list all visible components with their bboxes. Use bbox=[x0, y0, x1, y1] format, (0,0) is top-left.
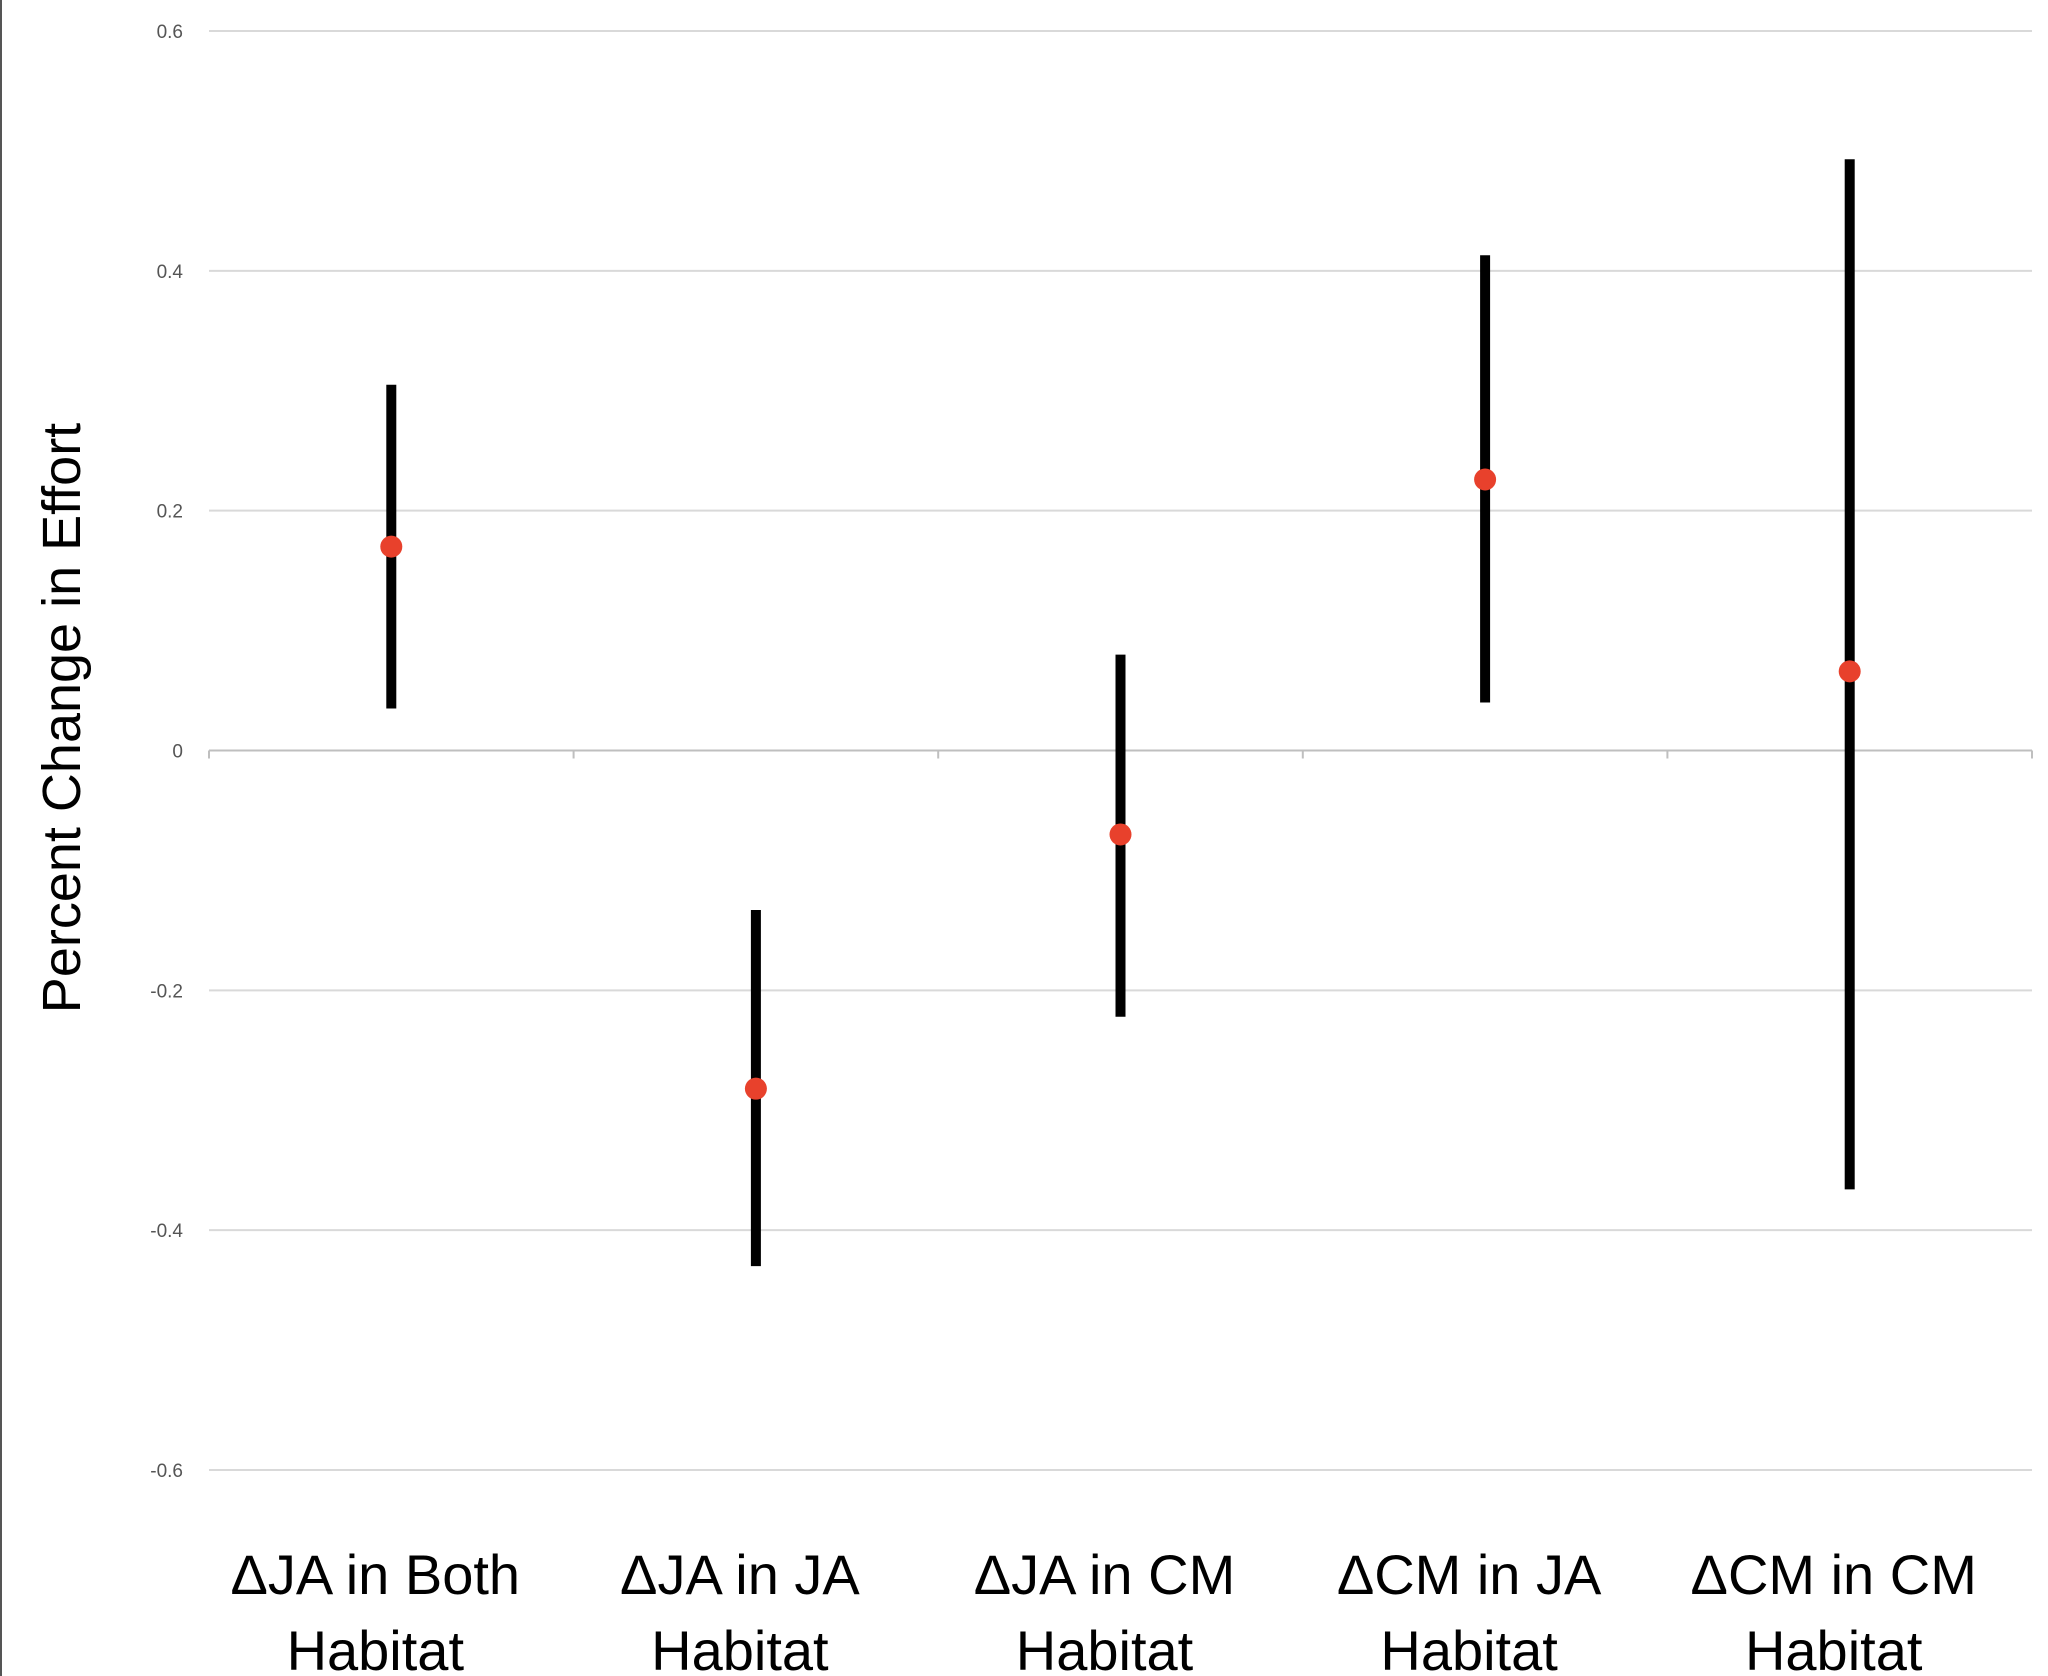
data-point bbox=[1474, 468, 1497, 491]
y-axis-title: Percent Change in Effort bbox=[32, 423, 92, 1013]
y-tick-label: 0 bbox=[172, 742, 183, 763]
x-tick-label: ΔJA in CM bbox=[974, 1543, 1235, 1606]
y-tick-label: -0.4 bbox=[150, 1221, 183, 1242]
x-tick-label: Habitat bbox=[287, 1619, 465, 1676]
y-tick-labels: 0.6 0.4 0.2 0 -0.2 -0.4 -0.6 bbox=[150, 22, 183, 1482]
data-point bbox=[380, 535, 403, 558]
x-tick-label: Habitat bbox=[1380, 1619, 1558, 1676]
x-tick-label: ΔJA in JA bbox=[620, 1543, 860, 1606]
x-axis bbox=[208, 750, 2033, 759]
y-tick-label: 0.6 bbox=[157, 22, 183, 43]
x-tick-label: Habitat bbox=[1016, 1619, 1194, 1676]
y-tick-label: 0.2 bbox=[157, 502, 183, 523]
data-points bbox=[380, 468, 1861, 1100]
category-labels: ΔJA in Both Habitat ΔJA in JA Habitat ΔJA in… bbox=[231, 1543, 1977, 1676]
y-tick-label: 0.4 bbox=[157, 262, 184, 283]
y-tick-label: -0.2 bbox=[150, 981, 183, 1002]
x-tick-label: Habitat bbox=[1745, 1619, 1923, 1676]
x-tick-label: Habitat bbox=[651, 1619, 829, 1676]
data-point bbox=[1109, 823, 1132, 846]
x-tick-label: ΔJA in Both bbox=[231, 1543, 521, 1606]
data-point bbox=[1838, 660, 1861, 683]
data-point bbox=[744, 1077, 767, 1100]
error-bars bbox=[386, 159, 1855, 1267]
y-tick-label: -0.6 bbox=[150, 1461, 183, 1482]
x-tick-label: ΔCM in CM bbox=[1691, 1543, 1977, 1606]
x-tick-label: ΔCM in JA bbox=[1337, 1543, 1602, 1606]
